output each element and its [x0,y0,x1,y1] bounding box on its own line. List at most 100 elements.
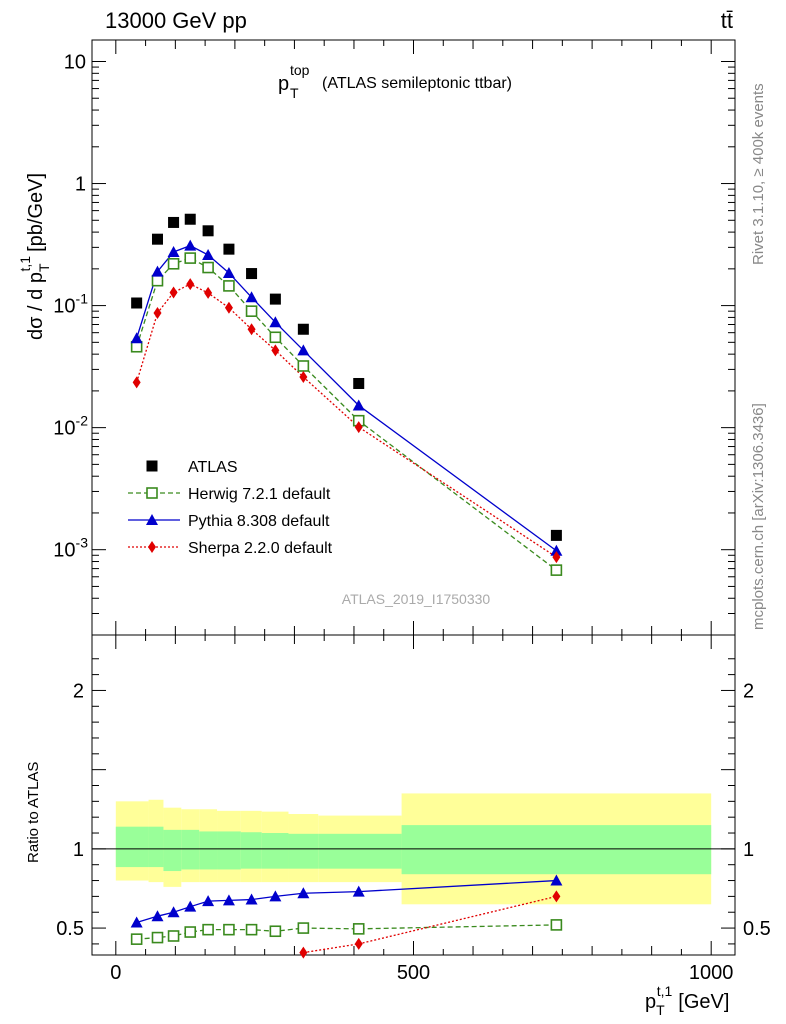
main-point-2-5 [222,266,235,278]
main-point-2-9 [352,399,365,411]
ratio-y-tick-label-right: 2 [743,680,754,702]
main-point-0-0 [131,297,143,309]
ratio-series-line-0 [136,924,557,940]
main-point-2-4 [202,248,215,260]
ratio-point-1-1 [151,910,164,922]
main-point-1-5 [223,280,235,292]
legend-entry-2: Pythia 8.308 default [188,513,330,530]
main-point-3-6 [247,323,256,336]
ratio-point-0-3 [184,926,197,938]
rivet-label: Rivet 3.1.10, ≥ 400k events [750,83,767,265]
band-green-7 [261,833,289,869]
ratio-y-tick-label-left: 2 [73,680,84,702]
x-axis-label: pTt,1 [GeV] [645,983,729,1018]
ratio-point-1-4 [202,895,215,907]
main-point-0-9 [353,377,365,389]
ratio-panel: 0 500 1000 0.5 0.5 1 1 2 2 [56,634,771,984]
analysis-label: ATLAS_2019_I1750330 [342,591,491,607]
main-point-0-7 [269,293,281,305]
ratio-point-1-5 [222,894,235,906]
main-point-0-3 [184,213,196,225]
main-point-2-8 [297,344,310,356]
ratio-point-1-10 [550,874,563,886]
x-tick-label: 0 [110,962,121,984]
main-point-1-10 [550,564,563,576]
main-point-1-7 [269,331,282,344]
main-point-1-3 [184,252,197,264]
ratio-point-0-7 [269,925,282,938]
main-point-3-7 [271,344,280,357]
legend: ATLAS Herwig 7.2.1 default Pythia 8.308 de… [128,459,333,557]
y-tick-label: 10-2 [53,413,88,440]
main-point-0-2 [168,216,180,228]
title-rest: (ATLAS semileptonic ttbar) [322,75,512,92]
ratio-point-0-9 [352,923,365,935]
x-tick-label: 500 [397,962,430,984]
main-point-0-6 [246,268,258,280]
band-green-6 [240,832,262,869]
svg-text:dσ / d pTt,1[pb/GeV]: dσ / d pTt,1[pb/GeV] [17,173,52,340]
ratio-point-1-2 [167,906,180,918]
ratio-point-1-3 [184,900,197,912]
main-point-0-8 [297,323,309,335]
ratio-point-0-0 [130,933,143,945]
y-tick-label: 1 [75,174,86,196]
main-point-3-3 [186,278,195,291]
band-green-8 [288,833,319,869]
main-panel: 10 1 10-1 10-2 10-3 ATLAS Herwig 7.2.1 default… [53,39,736,636]
energy-label: 13000 GeV pp [105,8,247,33]
ratio-point-0-6 [245,923,258,936]
band-green-2 [163,829,182,872]
main-point-2-6 [245,291,258,303]
band-green-1 [148,826,164,868]
main-point-2-3 [184,239,197,251]
ratio-point-0-8 [297,922,310,934]
legend-entry-1: Herwig 7.2.1 default [188,486,331,503]
ratio-point-0-4 [202,923,214,936]
ratio-point-1-0 [130,916,143,928]
band-green-3 [181,829,200,870]
main-point-2-7 [269,316,282,328]
legend-marker-3 [148,541,156,553]
ratio-point-0-2 [167,930,180,942]
ratio-point-1-7 [269,890,282,902]
ratio-point-1-6 [245,893,258,905]
legend-marker-2 [146,514,158,525]
plot-title: p [278,73,289,95]
main-point-2-2 [167,245,180,257]
ratio-y-tick-label-right: 0.5 [743,918,771,940]
ratio-y-tick-label-right: 1 [743,839,754,861]
legend-entry-3: Sherpa 2.2.0 default [188,540,333,557]
main-point-3-0 [132,376,141,389]
main-point-1-1 [151,274,164,287]
main-point-1-6 [245,305,258,317]
ratio-point-2-8 [299,946,308,959]
mcplots-label: mcplots.cern.ch [arXiv:1306.3436] [750,403,767,630]
ratio-point-2-10 [552,890,561,903]
main-point-3-8 [299,370,308,383]
main-point-0-4 [202,225,214,237]
ratio-point-0-1 [151,931,164,944]
y-tick-label: 10-1 [53,291,88,318]
ratio-point-1-8 [297,887,310,899]
main-point-3-2 [169,286,178,299]
x-tick-label: 1000 [689,962,734,984]
ratio-y-tick-label-left: 0.5 [56,918,84,940]
band-green-4 [199,831,218,870]
main-series-line-2 [136,244,557,552]
title-main: p [278,73,289,95]
band-green-0 [115,826,149,868]
ratio-y-tick-label-left: 1 [73,839,84,861]
band-green-10 [401,825,712,875]
main-point-3-5 [224,301,233,314]
process-label: tt̄ [721,8,733,33]
main-point-0-5 [223,243,235,255]
main-point-2-10 [550,544,563,556]
main-series-line-3 [136,283,557,558]
y-tick-label: 10 [64,51,86,73]
main-point-2-1 [151,265,164,277]
main-point-0-10 [550,529,562,541]
legend-marker-0 [146,460,158,472]
y-tick-label: 10-3 [53,535,88,562]
